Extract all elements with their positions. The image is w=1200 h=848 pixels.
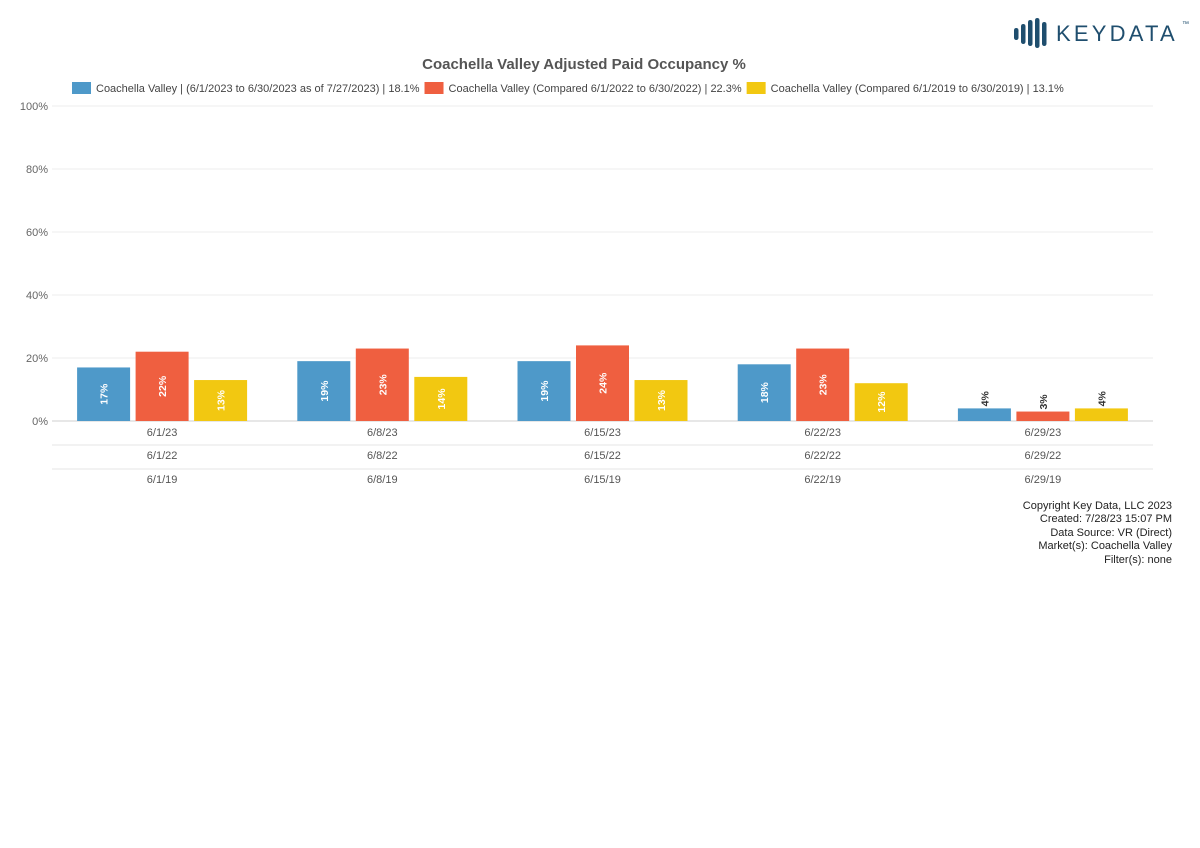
keydata-logo-text: KEYDATA — [1056, 21, 1178, 46]
report-footer: Copyright Key Data, LLC 2023 Created: 7/… — [1023, 500, 1172, 567]
y-tick-label: 0% — [32, 416, 48, 428]
x-tick-label: 6/1/23 — [147, 427, 178, 439]
bar-label-s2-6/15/23: 24% — [598, 372, 610, 394]
bar-s1-6/8/23 — [297, 361, 351, 421]
bar-s3-6/15/23 — [634, 380, 688, 421]
bar-s2-6/29/23 — [1016, 411, 1070, 421]
x-tick-label: 6/29/23 — [1025, 427, 1062, 439]
footer-created: Created: 7/28/23 15:07 PM — [1039, 513, 1172, 526]
bar-s2-6/22/23 — [796, 348, 850, 421]
bar-label-s1-6/15/23: 19% — [539, 380, 551, 402]
x-tick-label: 6/1/22 — [147, 450, 178, 462]
chart-bars: 17% 22% 13% 19% 23% 14% 19% 24% 13% 18% 23% 12% 4% 3%… — [77, 345, 1128, 421]
footer-filters: Filter(s): none — [1104, 553, 1172, 566]
bar-s3-6/8/23 — [414, 376, 468, 421]
x-tick-label: 6/15/19 — [584, 474, 621, 486]
bar-s1-6/15/23 — [517, 361, 571, 421]
bar-label-s3-6/15/23: 13% — [656, 389, 668, 411]
bar-label-s1-6/1/23: 17% — [99, 383, 111, 405]
bar-s1-6/1/23 — [77, 367, 131, 421]
footer-markets: Market(s): Coachella Valley — [1038, 540, 1172, 553]
bar-label-s1-6/8/23: 19% — [319, 380, 331, 402]
x-tick-label: 6/15/23 — [584, 427, 621, 439]
y-tick-label: 40% — [26, 290, 48, 302]
bar-s2-6/1/23 — [135, 351, 189, 421]
legend-label-2: Coachella Valley (Compared 6/1/2022 to 6… — [449, 83, 742, 95]
bar-label-s3-6/8/23: 14% — [436, 388, 448, 410]
keydata-logo-tm: ™ — [1182, 21, 1189, 28]
bar-label-s1-6/29/23: 4% — [979, 391, 991, 407]
y-tick-label: 20% — [26, 353, 48, 365]
x-tick-label: 6/22/22 — [804, 450, 841, 462]
legend-swatch-1 — [72, 82, 91, 94]
x-tick-label: 6/29/19 — [1025, 474, 1062, 486]
x-tick-label: 6/8/23 — [367, 427, 398, 439]
y-tick-label: 60% — [26, 227, 48, 239]
chart-legend: Coachella Valley | (6/1/2023 to 6/30/202… — [72, 82, 1064, 95]
bar-label-s1-6/22/23: 18% — [759, 381, 771, 403]
x-tick-label: 6/8/22 — [367, 450, 398, 462]
keydata-logo: KEYDATA ™ — [1014, 18, 1189, 48]
legend-swatch-3 — [746, 82, 766, 94]
bar-s2-6/8/23 — [355, 348, 409, 421]
keydata-logo-icon — [1014, 18, 1047, 48]
bar-label-s3-6/1/23: 13% — [216, 389, 228, 411]
bar-s3-6/22/23 — [854, 383, 908, 421]
x-axis: 6/1/23 6/1/22 6/1/19 6/8/23 6/8/22 6/8/19 6/15… — [52, 427, 1153, 486]
chart-title: Coachella Valley Adjusted Paid Occupancy… — [422, 56, 746, 73]
x-tick-label: 6/8/19 — [367, 474, 398, 486]
x-tick-label: 6/15/22 — [584, 450, 621, 462]
bar-s3-6/1/23 — [194, 380, 248, 421]
bar-s1-6/29/23 — [957, 408, 1011, 421]
bar-s2-6/15/23 — [576, 345, 629, 421]
bar-label-s2-6/8/23: 23% — [377, 374, 389, 396]
bar-label-s3-6/22/23: 12% — [876, 391, 888, 413]
legend-swatch-2 — [424, 82, 444, 94]
x-tick-label: 6/29/22 — [1025, 450, 1062, 462]
legend-label-3: Coachella Valley (Compared 6/1/2019 to 6… — [771, 83, 1064, 95]
bar-label-s3-6/29/23: 4% — [1096, 391, 1108, 407]
x-tick-label: 6/1/19 — [147, 474, 178, 486]
bar-s3-6/29/23 — [1074, 408, 1128, 421]
legend-label-1: Coachella Valley | (6/1/2023 to 6/30/202… — [96, 83, 420, 95]
y-tick-label: 100% — [20, 101, 48, 113]
x-tick-label: 6/22/19 — [804, 474, 841, 486]
x-tick-label: 6/22/23 — [804, 427, 841, 439]
bar-label-s2-6/1/23: 22% — [157, 375, 169, 397]
occupancy-chart: Coachella Valley Adjusted Paid Occupancy… — [20, 56, 1153, 486]
y-tick-label: 80% — [26, 164, 48, 176]
bar-label-s2-6/29/23: 3% — [1038, 394, 1050, 410]
footer-data-source: Data Source: VR (Direct) — [1050, 526, 1172, 539]
bar-label-s2-6/22/23: 23% — [818, 374, 830, 396]
y-axis: 0% 20% 40% 60% 80% 100% — [20, 101, 48, 428]
bar-s1-6/22/23 — [737, 364, 791, 421]
footer-copyright: Copyright Key Data, LLC 2023 — [1022, 500, 1172, 512]
